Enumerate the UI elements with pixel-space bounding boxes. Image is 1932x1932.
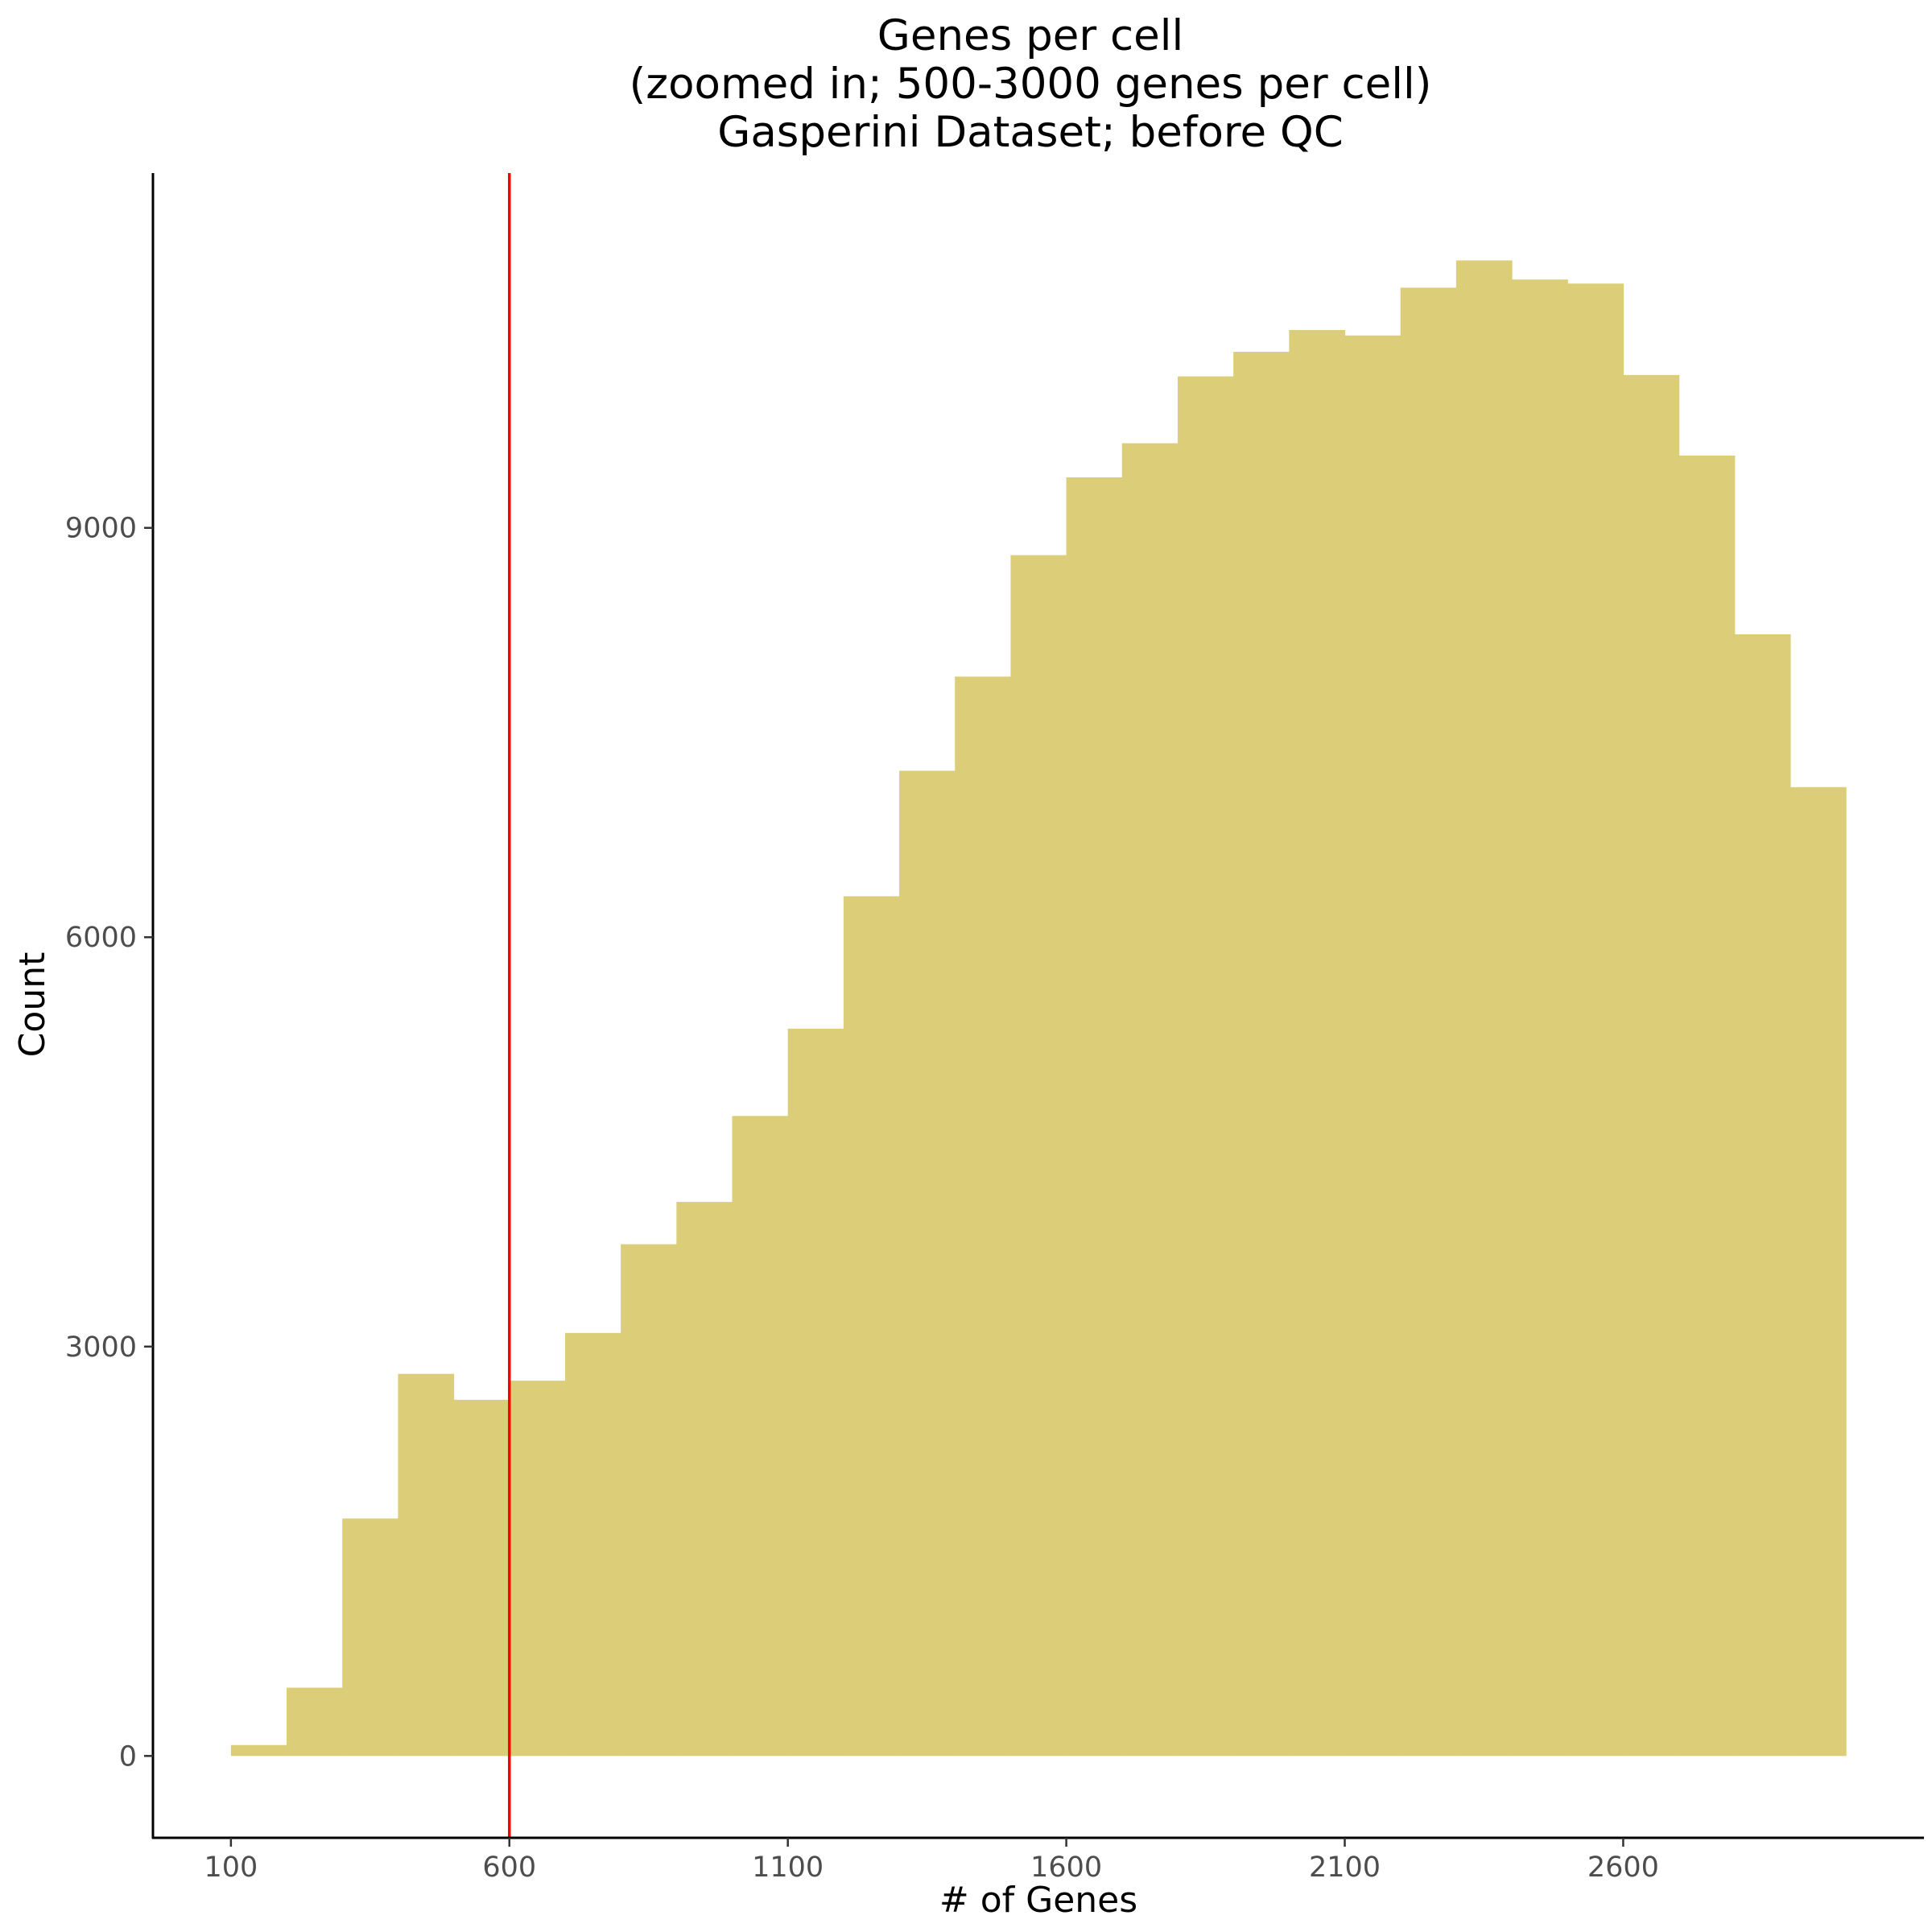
histogram-bar [1790,786,1847,1757]
x-tick-label: 1100 [752,1852,824,1884]
histogram-bar [1121,443,1179,1757]
histogram-bar [509,1381,566,1757]
x-tick-label: 2100 [1309,1852,1381,1884]
title-line-3: Gasperini Dataset; before QC [717,108,1343,157]
histogram-bar [1734,634,1791,1757]
y-tick-label: 0 [119,1740,137,1773]
x-tick-label: 2600 [1587,1852,1659,1884]
histogram-bar [1344,335,1402,1757]
histogram-bars [230,260,1847,1757]
histogram-bar [1010,555,1067,1757]
histogram-bar [1678,455,1736,1757]
x-tick-label: 100 [204,1852,258,1884]
histogram-bar [398,1373,455,1757]
histogram-bar [787,1028,844,1757]
histogram-bar [1455,260,1513,1757]
histogram-bar [1289,329,1346,1757]
y-tick-label: 9000 [65,513,137,545]
histogram-bar [1400,287,1457,1757]
y-axis-title: Count [12,952,53,1058]
histogram-bar [732,1116,789,1757]
histogram-bar [621,1244,677,1757]
histogram-bar [955,676,1012,1757]
histogram-bar [453,1399,510,1757]
x-axis-title: # of Genes [939,1880,1137,1921]
histogram-bar [1623,374,1680,1757]
histogram-bar [1066,477,1123,1757]
y-tick-label: 3000 [65,1331,137,1364]
chart-title: Genes per cell (zoomed in; 500-3000 gene… [630,11,1432,157]
title-line-1: Genes per cell [877,11,1183,60]
histogram-bar [676,1202,733,1757]
histogram-bar [1512,279,1568,1757]
histogram-bar [1233,352,1290,1757]
histogram-bar [1177,376,1234,1757]
x-tick-label: 600 [482,1852,536,1884]
histogram-bar [1567,283,1624,1757]
histogram-bar [342,1518,399,1757]
ticks: 100 600 1100 1600 2100 2600 0 3000 6000 9000 [65,513,1659,1884]
histogram-bar [287,1687,343,1757]
histogram-bar [899,770,956,1757]
histogram-bar [843,896,900,1757]
y-tick-label: 6000 [65,922,137,954]
histogram-bar [564,1332,621,1757]
x-tick-label: 1600 [1030,1852,1102,1884]
title-line-2: (zoomed in; 500-3000 genes per cell) [630,60,1432,109]
histogram-bar [230,1744,287,1757]
axes [151,173,1924,1839]
